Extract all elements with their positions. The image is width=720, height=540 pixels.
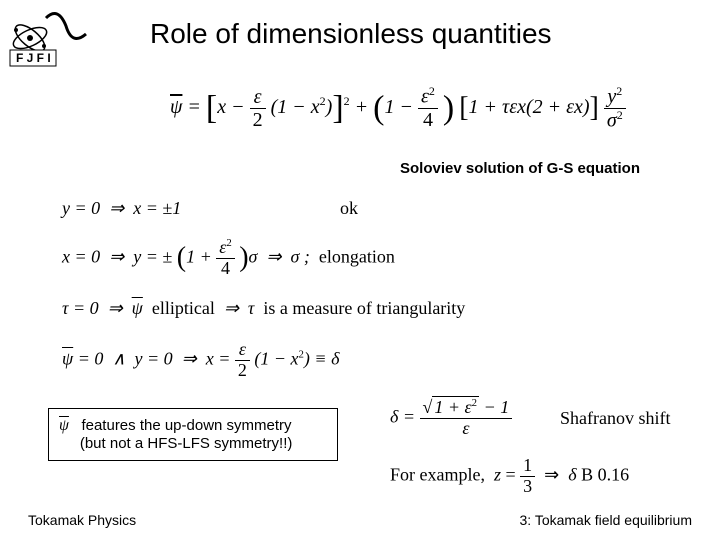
psi-symbol: ψ [59,417,69,434]
example-prefix: For example, [390,464,485,484]
box-line-1: features the up-down symmetry [81,417,291,434]
slide-title: Role of dimensionless quantities [150,18,552,50]
shafranov-label: Shafranov shift [560,408,670,429]
derivation-line-4: ψ = 0 ∧ y = 0 ⇒ x = ε2 (1 − x2) ≡ δ [62,340,339,381]
main-equation: ψ = [x − ε2 (1 − x2)]2 + (1 − ε24 ) [1 +… [170,85,626,131]
equation-caption: Soloviev solution of G-S equation [400,160,640,177]
elliptical-label: elliptical [152,298,215,318]
example-line: For example, z = 13 ⇒ δ B 0.16 [390,456,629,497]
box-line-2: (but not a HFS-LFS symmetry!!) [80,435,293,452]
symmetry-note-box: ψ features the up-down symmetry (but not… [48,408,338,461]
footer-left: Tokamak Physics [28,512,136,528]
elongation-label: elongation [319,246,395,266]
svg-text:F J F I: F J F I [16,51,51,65]
derivation-ok: ok [340,198,358,219]
derivation-line-2: x = 0 ⇒ y = ± (1 + ε24 )σ ⇒ σ ; elongati… [62,238,395,279]
institute-logo: F J F I [8,6,88,68]
triangularity-label: is a measure of triangularity [263,298,465,318]
derivation-line-3: τ = 0 ⇒ ψ elliptical ⇒ τ is a measure of… [62,298,465,319]
footer-right: 3: Tokamak field equilibrium [520,512,693,528]
derivation-line-1: y = 0 ⇒ x = ±1 [62,198,181,219]
shafranov-equation: δ = √1 + ε2 − 1 ε [390,398,512,439]
